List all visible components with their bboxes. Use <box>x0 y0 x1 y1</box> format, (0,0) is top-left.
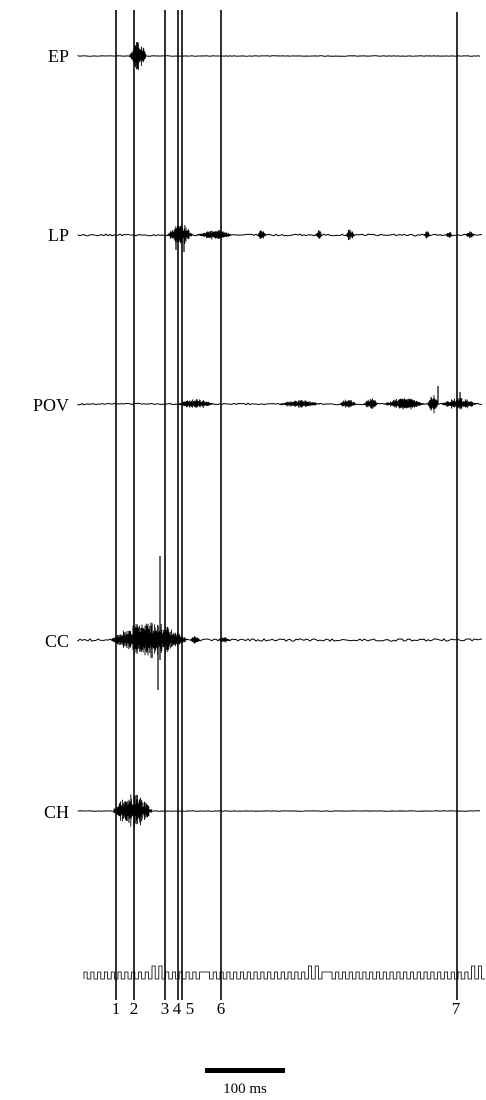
trace-lp-burst-2 <box>257 230 267 239</box>
trace-pov-burst-2 <box>339 399 357 408</box>
trace-pov-burst-4 <box>383 398 425 410</box>
lp-down-spikes <box>175 235 185 252</box>
trace-cc-burst-2 <box>217 637 231 643</box>
labels: EP LP POV CC CH 1 2 3 4 5 6 7 100 ms <box>33 46 461 1097</box>
trace-pov-burst-1 <box>279 400 321 408</box>
scale-bar <box>205 1068 285 1073</box>
trace-lp-burst-1 <box>197 230 233 240</box>
trace-lp-burst-4 <box>345 229 355 241</box>
marker-label-4: 4 <box>173 999 182 1018</box>
trace-pov-burst-6 <box>441 398 477 410</box>
marker-label-7: 7 <box>452 999 461 1018</box>
event-marker-lines <box>115 10 458 1000</box>
trace-lp-burst-5 <box>423 231 430 239</box>
trace-label-pov: POV <box>33 395 69 415</box>
trace-ch-burst-0 <box>113 794 153 828</box>
trace-cc-burst-1 <box>189 636 201 644</box>
trace-lp-burst-7 <box>465 231 475 239</box>
pov-tall-spikes <box>437 386 461 404</box>
marker-label-1: 1 <box>112 999 121 1018</box>
marker-label-5: 5 <box>186 999 195 1018</box>
trace-ep-burst-0 <box>129 42 147 70</box>
trace-lp-burst-6 <box>445 232 452 238</box>
trace-lines <box>77 55 483 812</box>
marker-label-6: 6 <box>217 999 226 1018</box>
stimulus-pulses <box>83 965 486 980</box>
trace-lp-burst-3 <box>315 230 322 239</box>
trace-lp-baseline <box>77 233 483 237</box>
marker-label-2: 2 <box>130 999 139 1018</box>
trace-label-lp: LP <box>48 225 69 245</box>
trace-pov-burst-5 <box>427 395 439 414</box>
trace-label-cc: CC <box>45 631 69 651</box>
trace-cc-burst-0 <box>111 622 187 659</box>
trace-pov-burst-3 <box>363 398 379 409</box>
marker-label-3: 3 <box>161 999 170 1018</box>
trace-lp-burst-0 <box>167 224 193 246</box>
trace-label-ep: EP <box>48 46 69 66</box>
scale-bar-label: 100 ms <box>223 1081 267 1097</box>
trace-label-ch: CH <box>44 802 69 822</box>
spike-bursts <box>111 42 477 828</box>
trace-pov-burst-0 <box>177 399 215 408</box>
stimulus-pulse-train <box>83 965 486 980</box>
